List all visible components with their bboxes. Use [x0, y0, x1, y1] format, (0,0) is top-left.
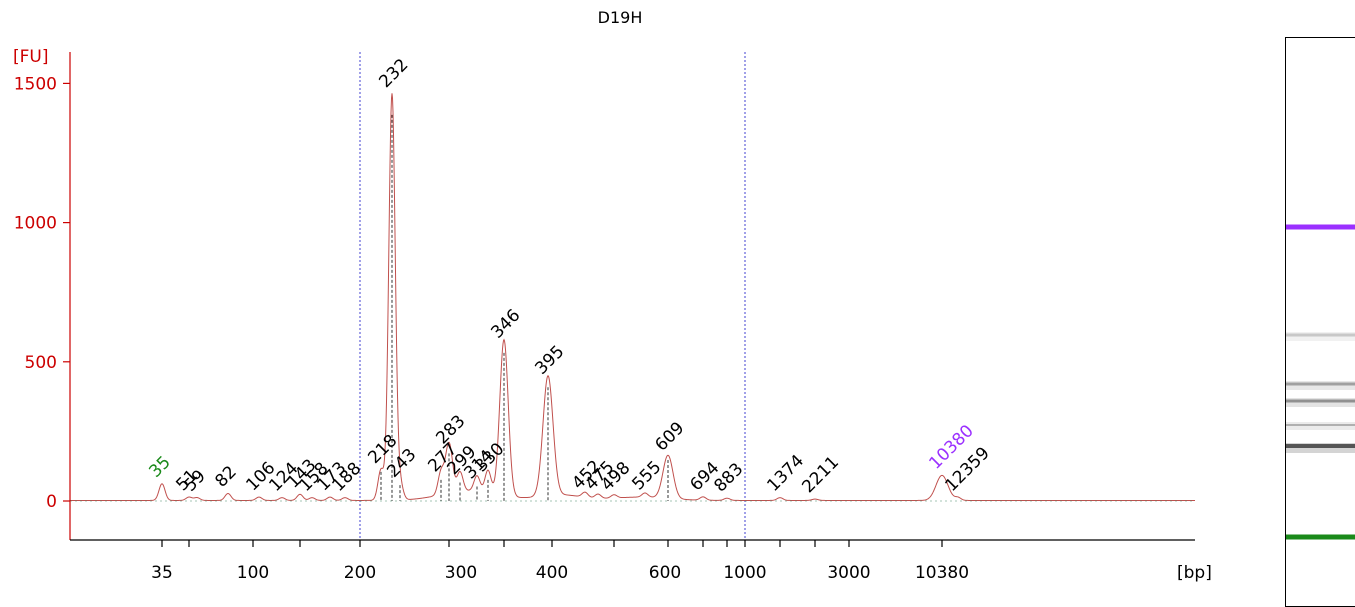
peak-label: 1374 [763, 451, 808, 496]
x-tick-label: 300 [445, 563, 477, 583]
peak-label: 283 [432, 411, 469, 448]
x-tick-label: 200 [344, 563, 376, 583]
peak-label: 609 [651, 418, 688, 455]
y-tick-label: 500 [25, 353, 57, 373]
reference-lines [359, 52, 746, 540]
gel-lane [1285, 37, 1355, 607]
y-tick-label: 1000 [14, 214, 57, 234]
gel-band [1286, 424, 1355, 426]
gel-lane-frame [1285, 37, 1355, 607]
y-axis-label: [FU] [13, 47, 49, 67]
peak-label: 346 [487, 306, 524, 343]
gel-band [1286, 382, 1355, 386]
y-tick-label: 0 [46, 492, 57, 512]
x-tick-label: 10380 [915, 563, 969, 583]
x-tick-label: 400 [536, 563, 568, 583]
x-tick-label: 3000 [827, 563, 870, 583]
x-axis-label: [bp] [1177, 563, 1212, 583]
trace-group [70, 93, 1195, 502]
trace-line [70, 93, 1195, 501]
x-tick-label: 100 [237, 563, 269, 583]
peak-label: 2211 [798, 452, 843, 497]
x-tick-label: 600 [649, 563, 681, 583]
axes: 0 500 1000 1500 35 100 200 300 400 600 1000 3000 103… [14, 52, 1195, 583]
peak-label: 395 [531, 342, 568, 379]
peak-label: 232 [375, 55, 412, 92]
peak-label: 82 [211, 462, 240, 491]
gel-band [1286, 224, 1355, 230]
x-tick-label: 35 [151, 563, 173, 583]
gel-band [1286, 333, 1355, 337]
gel-band [1286, 534, 1355, 540]
peak-label: 555 [628, 457, 665, 494]
chart-title: D19H [598, 8, 643, 27]
peak-label: 35 [145, 452, 174, 481]
y-tick-label: 1500 [14, 74, 57, 94]
gel-band [1286, 444, 1355, 448]
gel-band [1286, 399, 1355, 403]
x-tick-label: 1000 [723, 563, 766, 583]
